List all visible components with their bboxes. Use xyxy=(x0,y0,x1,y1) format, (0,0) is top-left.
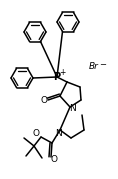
Text: Br: Br xyxy=(89,62,99,71)
Text: P: P xyxy=(53,72,61,82)
Polygon shape xyxy=(70,107,84,116)
Text: N: N xyxy=(55,129,61,139)
Text: −: − xyxy=(99,61,106,69)
Text: O: O xyxy=(40,96,48,105)
Text: N: N xyxy=(70,103,76,112)
Text: O: O xyxy=(51,156,57,165)
Text: +: + xyxy=(59,67,65,76)
Text: O: O xyxy=(32,129,40,139)
